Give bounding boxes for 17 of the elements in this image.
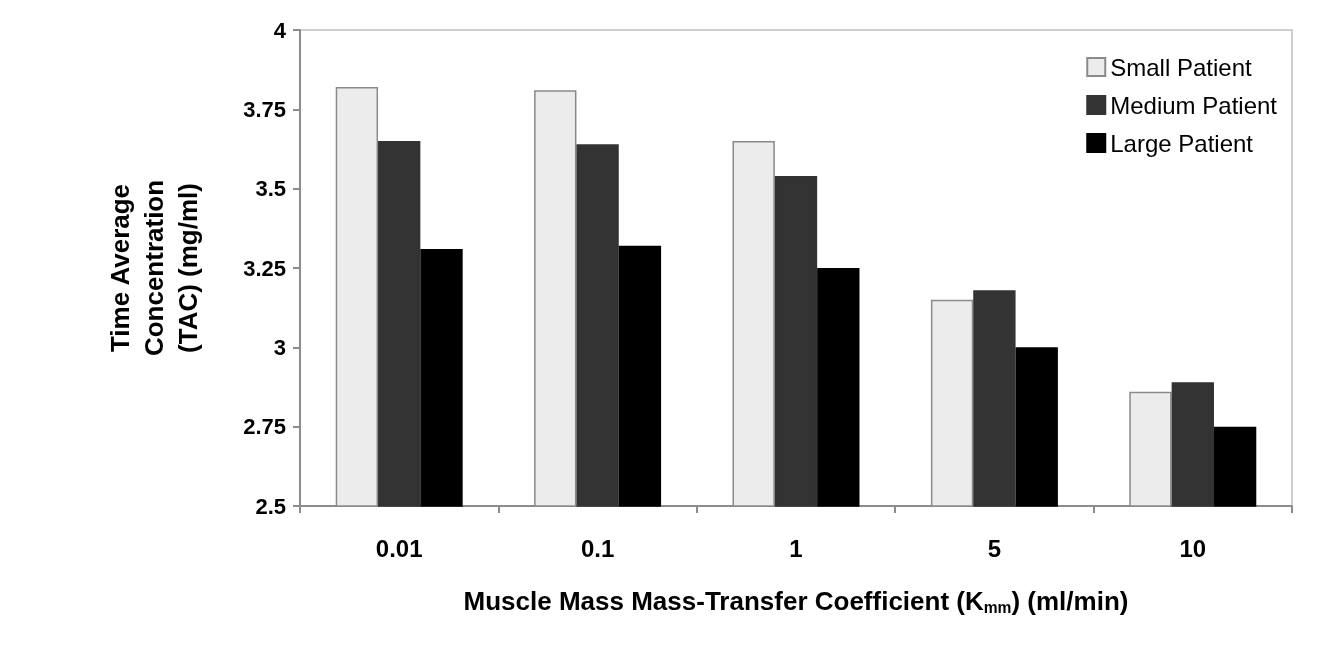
x-tick-label: 1 bbox=[789, 534, 803, 562]
y-tick-label: 4 bbox=[273, 17, 287, 43]
legend-label: Medium Patient bbox=[1110, 91, 1278, 119]
x-axis-title: Muscle Mass Mass-Transfer Coefficient (Kmm) (ml/min) bbox=[463, 585, 1129, 616]
y-tick-label: 3.75 bbox=[243, 96, 286, 122]
x-tick-label: 0.1 bbox=[580, 534, 615, 562]
y-tick-label: 3 bbox=[273, 334, 286, 360]
y-axis-title: Time Average Concentration (TAC) (mg/ml) bbox=[105, 179, 203, 357]
x-tick-label: 5 bbox=[987, 534, 1002, 562]
legend-label: Small Patient bbox=[1110, 53, 1252, 81]
legend-label: Large Patient bbox=[1110, 129, 1254, 157]
y-tick-label: 2.75 bbox=[243, 414, 286, 440]
x-tick-label: 0.01 bbox=[375, 534, 423, 562]
x-tick-label: 10 bbox=[1179, 534, 1207, 562]
y-tick-label: 2.5 bbox=[255, 493, 286, 519]
y-tick-label: 3.5 bbox=[255, 176, 286, 202]
y-tick-label: 3.25 bbox=[243, 255, 286, 281]
